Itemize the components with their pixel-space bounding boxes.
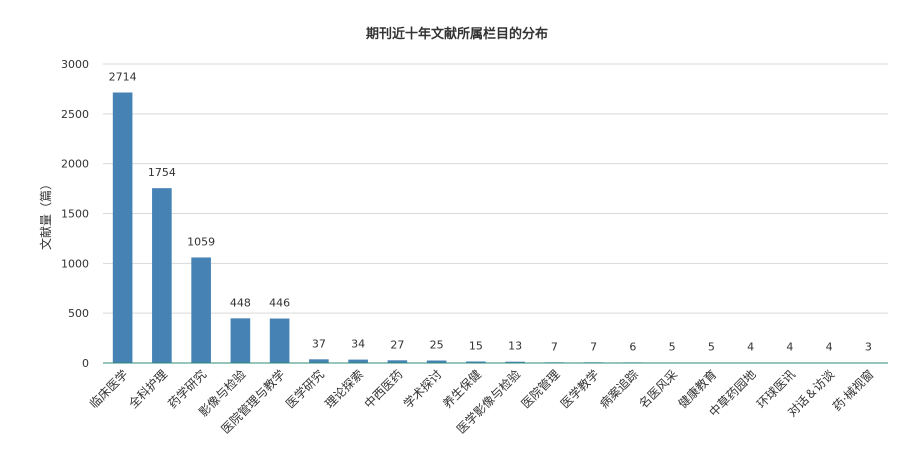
data-label: 37 [312,337,326,350]
bar [426,360,447,363]
y-tick-label: 2000 [61,158,89,171]
y-tick-label: 1500 [61,208,89,221]
data-label: 34 [351,338,365,351]
y-tick-label: 2500 [61,108,89,121]
data-label: 1059 [187,235,215,248]
data-labels: 2714 1754 1059 448 446 37 34 27 25 15 13 7 7 6 5 5 4 4 4 3 [109,71,872,354]
data-label: 446 [269,297,290,310]
data-label: 13 [508,340,522,353]
y-tick-label: 0 [82,357,89,370]
x-category-label: 临床医学 [86,367,131,412]
data-label: 15 [469,340,483,353]
x-axis-categories: 临床医学全科护理药学研究影像与检验医院管理与教学医学研究理论探索中西医药学术探讨… [86,367,876,437]
x-category-label: 名医风采 [636,367,681,412]
x-category-label: 学术探讨 [400,367,445,412]
x-category-label: 理论探索 [322,367,366,411]
data-label: 25 [430,339,444,352]
data-label: 3 [865,341,872,354]
x-category-label: 医学研究 [282,367,327,412]
bar [112,92,133,363]
data-label: 1754 [148,166,176,179]
chart-title: 期刊近十年文献所属栏目的分布 [366,26,548,42]
data-label: 4 [747,341,754,354]
data-label: 7 [590,340,597,353]
x-category-label: 中西医药 [361,367,406,412]
bar [269,318,290,363]
x-category-label: 病案追踪 [596,367,641,412]
x-category-label: 医学教学 [557,367,602,412]
data-label: 5 [708,341,715,354]
bar [309,359,329,363]
y-tick-label: 500 [68,307,89,320]
bar [387,360,408,363]
data-label: 7 [551,340,558,353]
y-tick-label: 3000 [61,58,89,71]
data-label: 448 [230,296,251,309]
data-label: 27 [390,338,404,351]
bar [505,361,525,363]
bar [152,188,172,363]
x-category-label: 全科护理 [125,367,170,412]
bar [348,359,368,363]
bar [466,361,486,363]
data-label: 4 [826,341,833,354]
y-axis-label: 文献量（篇） [38,178,53,250]
y-axis-ticks: 0 500 1000 1500 2000 2500 3000 [61,58,89,370]
data-label: 4 [786,341,793,354]
bar [191,257,211,363]
x-category-label: 医院管理 [518,367,563,412]
bars [112,92,879,363]
gridlines [103,63,888,314]
bar [230,318,251,363]
data-label: 6 [629,340,636,353]
data-label: 2714 [109,71,137,84]
data-label: 5 [669,341,676,354]
x-category-label: 药·械视窗 [829,367,876,414]
y-tick-label: 1000 [61,257,89,270]
